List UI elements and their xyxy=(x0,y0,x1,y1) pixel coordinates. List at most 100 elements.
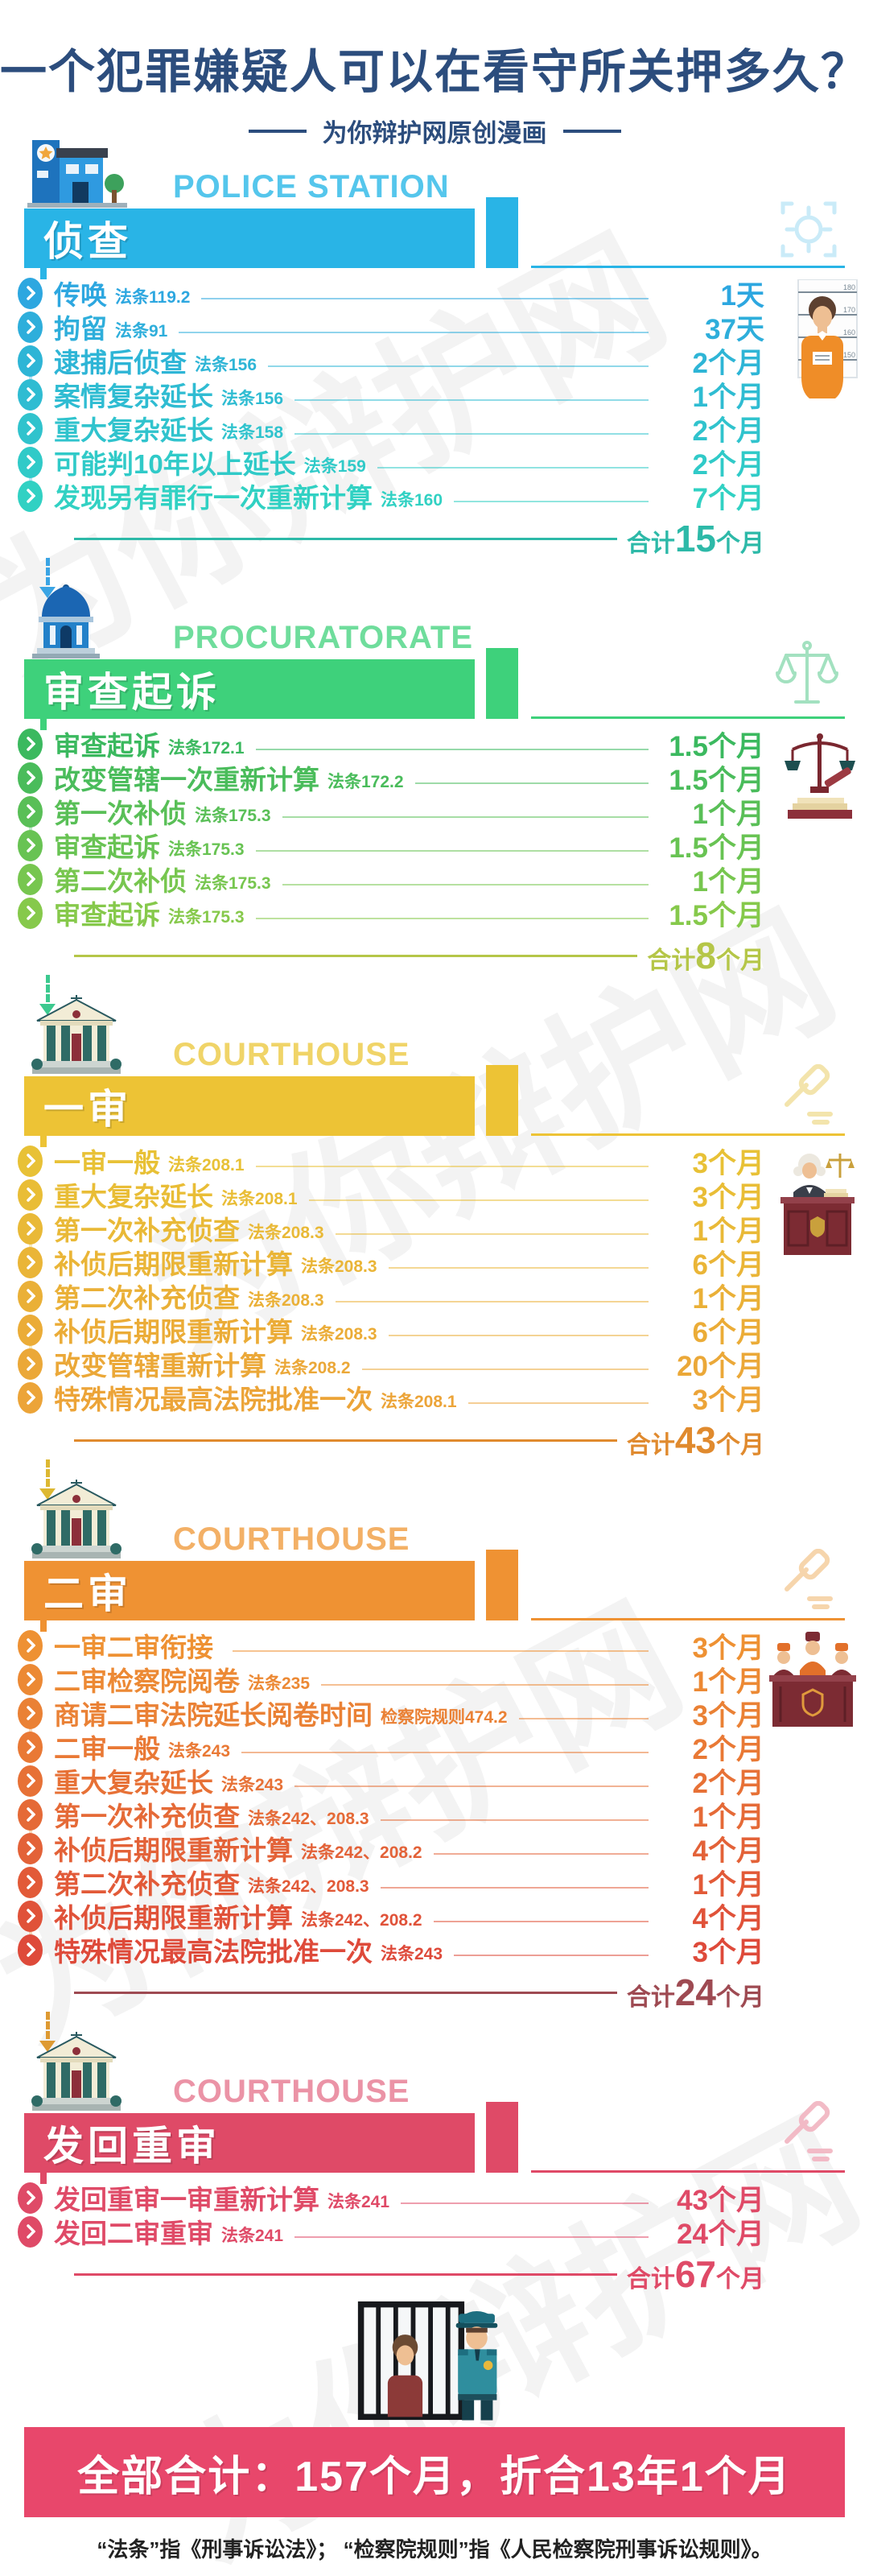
chevron-bullet-icon xyxy=(18,2182,43,2214)
svg-text:150: 150 xyxy=(843,351,855,359)
row-duration: 1.5个月 xyxy=(669,764,764,796)
section-banner: 一审 xyxy=(24,1076,475,1136)
row-leader-line xyxy=(454,501,649,502)
row-leader-line xyxy=(377,467,649,469)
row-statute-ref: 法条241 xyxy=(221,2227,284,2245)
chevron-bullet-icon xyxy=(18,762,43,794)
row-leader-line xyxy=(518,1718,649,1719)
section-eng-label: COURTHOUSE xyxy=(173,2074,410,2109)
row-leader-line xyxy=(268,365,649,367)
svg-text:170: 170 xyxy=(843,306,855,314)
row-leader-line xyxy=(201,298,649,299)
section-shencha-qisu: PROCURATORATE 审查起诉 审查起诉 法条172.1 xyxy=(0,584,869,1017)
row-leader-line xyxy=(388,1267,649,1269)
gavel-icon xyxy=(774,2100,838,2168)
section-yishen: COURTHOUSE 一审 一审一般 法条208.1 xyxy=(0,995,869,1501)
row-statute-ref: 法条242、208.2 xyxy=(301,1911,422,1930)
banner-connector xyxy=(40,1136,47,1147)
timeline-row: 发回重审一审重新计算 法条241 43个月 xyxy=(0,2181,869,2216)
timeline-row: 特殊情况最高法院批准一次 法条243 3个月 xyxy=(0,1933,869,1968)
row-statute-ref: 法条91 xyxy=(115,322,168,341)
row-label: 重大复杂延长 xyxy=(54,1182,213,1212)
section-total: 合计8个月 xyxy=(0,930,869,976)
gavel-icon xyxy=(774,1548,838,1616)
section-total: 合计15个月 xyxy=(0,513,869,559)
row-label: 改变管辖重新计算 xyxy=(54,1351,266,1381)
timeline-row: 第一次补侦 法条175.3 1个月 xyxy=(0,795,869,830)
chevron-bullet-icon xyxy=(18,829,43,861)
chevron-bullet-icon xyxy=(18,1798,43,1831)
courthouse-icon xyxy=(26,1480,127,1564)
timeline-row: 审查起诉 法条175.3 1.5个月 xyxy=(0,896,869,931)
row-leader-line xyxy=(255,918,649,919)
timeline-row: 第一次补充侦查 法条208.3 1个月 xyxy=(0,1212,869,1247)
timeline-row: 拘留 法条91 37天 xyxy=(0,310,869,345)
timeline-row: 逮捕后侦查 法条156 2个月 xyxy=(0,344,869,379)
row-leader-line xyxy=(454,1955,649,1956)
crosshair-icon xyxy=(779,200,838,263)
row-duration: 4个月 xyxy=(692,1835,764,1867)
timeline-row: 重大复杂延长 法条208.1 3个月 xyxy=(0,1178,869,1213)
row-statute-ref: 法条160 xyxy=(381,491,443,510)
chevron-bullet-icon xyxy=(18,795,43,828)
timeline-row: 二审检察院阅卷 法条235 1个月 xyxy=(0,1662,869,1698)
row-label: 可能判10年以上延长 xyxy=(54,449,296,479)
timeline-row: 第二次补充侦查 法条242、208.3 1个月 xyxy=(0,1865,869,1901)
banner-accent-block xyxy=(486,648,518,719)
row-duration: 43个月 xyxy=(677,2184,764,2216)
scales-icon xyxy=(776,639,838,714)
section-total: 合计67个月 xyxy=(0,2248,869,2295)
row-label: 补侦后期限重新计算 xyxy=(54,1903,293,1933)
row-duration: 6个月 xyxy=(692,1316,764,1348)
chevron-bullet-icon xyxy=(18,345,43,377)
row-leader-line xyxy=(294,433,649,435)
row-duration: 1个月 xyxy=(692,1666,764,1698)
row-duration: 20个月 xyxy=(677,1350,764,1382)
chevron-bullet-icon xyxy=(18,1280,43,1312)
subtitle-dash xyxy=(562,129,621,133)
row-label: 第一次补充侦查 xyxy=(54,1216,240,1245)
timeline-rows: 传唤 法条119.2 1天 拘留 法条91 37天 逮捕后侦查 法条156 2个… xyxy=(0,268,869,514)
total-rule xyxy=(74,1991,617,1994)
row-label: 第二次补充侦查 xyxy=(54,1869,240,1899)
chevron-bullet-icon xyxy=(18,1629,43,1662)
section-header: COURTHOUSE 发回重审 xyxy=(0,2032,869,2184)
subtitle-dash xyxy=(248,129,307,133)
row-leader-line xyxy=(335,1301,649,1302)
row-duration: 1.5个月 xyxy=(669,832,764,864)
arrow-dash xyxy=(46,1459,50,1487)
timeline-row: 补侦后期限重新计算 法条242、208.2 4个月 xyxy=(0,1831,869,1867)
section-banner: 二审 xyxy=(24,1561,475,1620)
total-rule xyxy=(74,954,638,957)
section-fahui-chongshen: COURTHOUSE 发回重审 发回重审一审重新计算 法条241 43个月 发回… xyxy=(0,2032,869,2295)
courthouse-icon xyxy=(26,2032,127,2116)
chevron-bullet-icon xyxy=(18,311,43,343)
header-rule xyxy=(531,1133,845,1136)
chevron-bullet-icon xyxy=(18,446,43,478)
timeline-row: 重大复杂延长 法条158 2个月 xyxy=(0,411,869,447)
section-header: POLICE STATION 侦查 xyxy=(0,140,869,279)
header-rule xyxy=(531,2170,845,2173)
chevron-bullet-icon xyxy=(18,1348,43,1380)
row-statute-ref: 法条175.3 xyxy=(168,908,245,927)
page-title: 一个犯罪嫌疑人可以在看守所关押多久？ xyxy=(0,46,869,98)
section-eng-label: COURTHOUSE xyxy=(173,1521,410,1557)
timeline-rows: 一审一般 法条208.1 3个月 重大复杂延长 法条208.1 3个月 第一次补… xyxy=(0,1136,869,1416)
row-statute-ref: 法条175.3 xyxy=(195,874,271,893)
arrow-dash xyxy=(46,975,50,1002)
row-duration: 2个月 xyxy=(692,347,764,379)
row-leader-line xyxy=(294,2236,649,2238)
row-duration: 2个月 xyxy=(692,448,764,481)
row-leader-line xyxy=(401,2202,649,2204)
section-title: 一审 xyxy=(43,1087,132,1132)
row-label: 一审一般 xyxy=(54,1148,160,1178)
grand-total-banner: 全部合计：157个月，折合13年1个月 xyxy=(24,2427,845,2517)
row-statute-ref: 法条208.3 xyxy=(248,1224,324,1242)
row-duration: 2个月 xyxy=(692,415,764,447)
row-duration: 1个月 xyxy=(692,1215,764,1247)
timeline-row: 重大复杂延长 法条243 2个月 xyxy=(0,1764,869,1799)
row-statute-ref: 法条156 xyxy=(221,390,284,408)
row-label: 特殊情况最高法院批准一次 xyxy=(54,1937,373,1967)
row-leader-line xyxy=(433,1921,649,1922)
row-statute-ref: 法条208.1 xyxy=(221,1190,298,1208)
